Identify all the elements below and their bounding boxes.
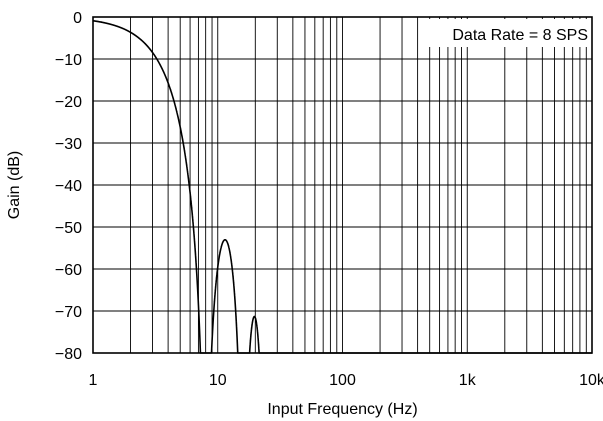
x-tick-label: 10 xyxy=(209,372,227,389)
y-tick-label: −70 xyxy=(55,304,82,321)
x-tick-label: 100 xyxy=(329,372,356,389)
y-tick-labels: 0 −10 −20 −30 −40 −50 −60 −70 −80 xyxy=(55,10,82,363)
data-rate-label-box xyxy=(424,19,590,47)
y-tick-label: −60 xyxy=(55,262,82,279)
data-rate-label: Data Rate = 8 SPS xyxy=(452,27,588,44)
x-tick-labels: 1 10 100 1k 10k xyxy=(89,372,603,389)
y-tick-label: −50 xyxy=(55,220,82,237)
y-tick-label: −30 xyxy=(55,136,82,153)
grid xyxy=(93,17,592,353)
y-tick-label: −10 xyxy=(55,52,82,69)
y-tick-label: −40 xyxy=(55,178,82,195)
x-tick-label: 1k xyxy=(459,372,477,389)
y-tick-label: 0 xyxy=(73,10,82,27)
plot-frame xyxy=(92,16,593,354)
x-tick-label: 1 xyxy=(89,372,98,389)
x-tick-label: 10k xyxy=(579,372,603,389)
x-axis-title: Input Frequency (Hz) xyxy=(267,401,417,418)
y-axis-title: Gain (dB) xyxy=(6,151,23,219)
y-tick-label: −80 xyxy=(55,346,82,363)
y-tick-label: −20 xyxy=(55,94,82,111)
